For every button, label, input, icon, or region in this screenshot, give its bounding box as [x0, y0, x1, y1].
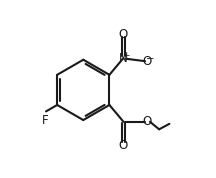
Text: O: O: [119, 139, 128, 152]
Text: N: N: [119, 51, 128, 64]
Text: O: O: [143, 55, 152, 68]
Text: O: O: [119, 28, 128, 41]
Text: O: O: [143, 115, 152, 128]
Text: +: +: [122, 51, 130, 60]
Text: F: F: [41, 114, 48, 127]
Text: −: −: [146, 54, 155, 64]
